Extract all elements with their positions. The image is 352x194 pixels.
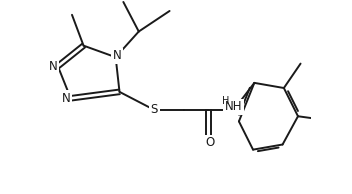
Text: N: N bbox=[113, 49, 121, 62]
Text: H: H bbox=[222, 96, 230, 106]
Text: S: S bbox=[151, 103, 158, 116]
Text: N: N bbox=[62, 92, 70, 105]
Text: N: N bbox=[49, 60, 58, 73]
Text: NH: NH bbox=[225, 100, 243, 113]
Text: O: O bbox=[206, 136, 215, 149]
